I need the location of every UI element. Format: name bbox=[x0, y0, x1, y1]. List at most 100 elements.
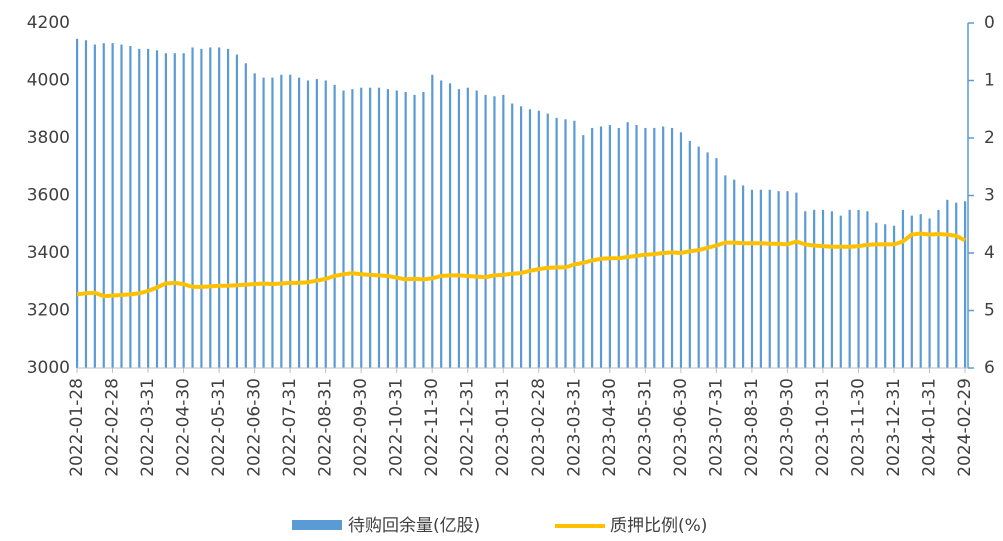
y-tick-label: 3800 bbox=[27, 128, 70, 148]
bar bbox=[111, 43, 114, 368]
bar bbox=[946, 199, 949, 368]
x-tick-label: 2022-09-30 bbox=[351, 378, 371, 477]
bar bbox=[884, 224, 887, 368]
x-tick-label: 2023-07-31 bbox=[706, 378, 726, 477]
bar bbox=[129, 46, 132, 368]
x-tick-label: 2022-11-30 bbox=[422, 378, 442, 477]
bar bbox=[377, 87, 381, 368]
bar bbox=[724, 175, 727, 368]
y-tick-label: 3200 bbox=[27, 301, 70, 321]
legend-swatch bbox=[292, 520, 342, 530]
bar bbox=[342, 90, 345, 368]
bar bbox=[200, 48, 203, 368]
bar bbox=[520, 106, 523, 368]
y2-tick-label: 1 bbox=[984, 71, 995, 91]
bar bbox=[599, 126, 603, 368]
y2-tick-label: 4 bbox=[984, 243, 995, 263]
x-tick-label: 2023-12-31 bbox=[884, 378, 904, 477]
y2-tick-label: 0 bbox=[984, 13, 995, 33]
bar bbox=[404, 92, 407, 368]
bar bbox=[679, 132, 683, 368]
bar bbox=[742, 185, 745, 368]
bar bbox=[813, 209, 816, 368]
bar bbox=[759, 189, 762, 368]
legend-label: 待购回余量(亿股) bbox=[348, 516, 480, 536]
bar bbox=[484, 94, 487, 368]
x-tick-label: 2023-10-31 bbox=[813, 378, 833, 477]
bar bbox=[537, 110, 540, 368]
bar bbox=[147, 48, 150, 368]
bar bbox=[226, 48, 230, 368]
x-tick-label: 2023-01-31 bbox=[493, 378, 513, 477]
line bbox=[76, 231, 966, 299]
bar bbox=[431, 74, 434, 368]
bar bbox=[821, 209, 825, 368]
bar bbox=[564, 119, 567, 368]
y-tick-label: 4200 bbox=[27, 13, 70, 33]
bar bbox=[688, 140, 691, 368]
bar bbox=[138, 48, 141, 368]
y2-tick-label: 2 bbox=[984, 128, 995, 148]
x-tick-label: 2024-01-31 bbox=[919, 378, 939, 477]
bar bbox=[209, 47, 212, 368]
bar bbox=[93, 44, 96, 368]
x-tick-label: 2024-02-29 bbox=[955, 378, 975, 477]
bar bbox=[653, 127, 656, 368]
x-tick-label: 2022-10-31 bbox=[387, 378, 407, 477]
bar bbox=[866, 211, 869, 368]
y2-tick-label: 3 bbox=[984, 186, 995, 206]
bar bbox=[440, 80, 443, 368]
bar bbox=[928, 218, 931, 368]
bar bbox=[386, 89, 389, 368]
bar bbox=[697, 146, 700, 368]
bar bbox=[937, 209, 940, 368]
bar bbox=[511, 103, 514, 368]
y-tick-label: 3400 bbox=[27, 243, 70, 263]
bar bbox=[617, 127, 620, 368]
x-tick-label: 2022-03-31 bbox=[138, 378, 158, 477]
x-tick-label: 2022-06-30 bbox=[245, 378, 265, 477]
bar bbox=[502, 94, 505, 368]
bar bbox=[910, 215, 913, 368]
bar bbox=[164, 53, 167, 368]
bar bbox=[120, 44, 123, 368]
bar bbox=[493, 96, 496, 368]
bar bbox=[235, 54, 239, 368]
x-tick-label: 2022-12-31 bbox=[458, 378, 478, 477]
bar bbox=[750, 189, 754, 368]
bar bbox=[848, 209, 851, 368]
bar bbox=[84, 40, 88, 368]
y2-tick-label: 5 bbox=[984, 301, 995, 321]
bar bbox=[715, 158, 718, 368]
y2-tick-label: 6 bbox=[984, 358, 995, 378]
legend-label: 质押比例(%) bbox=[610, 516, 707, 536]
bar bbox=[635, 125, 638, 368]
bar bbox=[955, 202, 958, 368]
x-tick-label: 2023-05-31 bbox=[635, 378, 655, 477]
bar bbox=[102, 43, 105, 368]
bar bbox=[528, 109, 532, 368]
bar bbox=[875, 222, 878, 368]
bar bbox=[324, 80, 327, 368]
bar bbox=[262, 77, 265, 368]
bar bbox=[244, 63, 247, 368]
x-tick-label: 2022-01-28 bbox=[67, 378, 87, 477]
bar bbox=[466, 87, 469, 368]
x-tick-label: 2022-07-31 bbox=[280, 378, 300, 477]
bar bbox=[892, 225, 896, 368]
x-tick-label: 2022-08-31 bbox=[316, 378, 336, 477]
bar bbox=[182, 53, 185, 368]
bar bbox=[422, 92, 425, 368]
bar bbox=[786, 191, 789, 368]
bar bbox=[626, 122, 629, 368]
bar bbox=[839, 215, 842, 368]
bar bbox=[173, 53, 176, 368]
x-tick-label: 2023-08-31 bbox=[742, 378, 762, 477]
bar bbox=[306, 80, 310, 368]
bar bbox=[360, 87, 363, 368]
x-tick-label: 2023-09-30 bbox=[777, 378, 797, 477]
bar bbox=[351, 89, 354, 368]
bar bbox=[457, 89, 461, 368]
bar bbox=[253, 73, 256, 368]
